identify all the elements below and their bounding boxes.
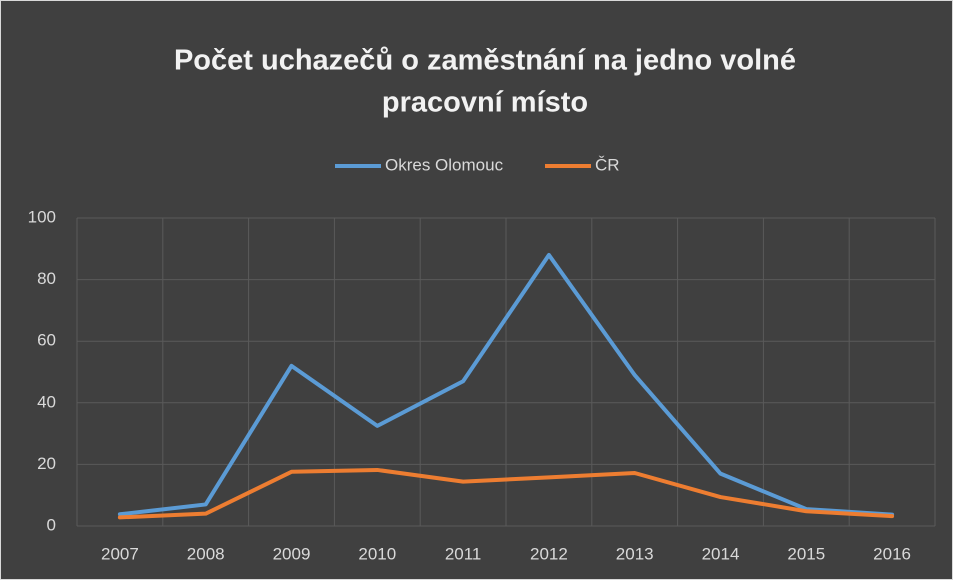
x-tick-label: 2009 <box>273 544 311 563</box>
y-tick-label: 80 <box>37 269 56 288</box>
chart-title: Počet uchazečů o zaměstnání na jedno vol… <box>174 45 796 77</box>
x-tick-label: 2016 <box>873 544 911 563</box>
x-tick-label: 2011 <box>445 544 482 563</box>
x-tick-label: 2015 <box>787 544 825 563</box>
x-tick-label: 2012 <box>530 544 568 563</box>
y-tick-label: 20 <box>37 454 56 473</box>
legend-label: ČR <box>595 155 620 174</box>
y-tick-label: 60 <box>37 331 56 350</box>
x-tick-label: 2008 <box>187 544 225 563</box>
x-tick-label: 2014 <box>702 544 740 563</box>
series-line <box>117 467 895 520</box>
legend-label: Okres Olomouc <box>385 155 504 174</box>
series-line <box>117 252 895 517</box>
x-tick-label: 2013 <box>616 544 654 563</box>
y-tick-label: 0 <box>47 515 56 534</box>
y-tick-label: 100 <box>28 207 56 226</box>
y-tick-label: 40 <box>37 392 56 411</box>
x-tick-label: 2007 <box>101 544 139 563</box>
chart-title: pracovní místo <box>382 87 588 119</box>
x-tick-label: 2010 <box>358 544 396 563</box>
